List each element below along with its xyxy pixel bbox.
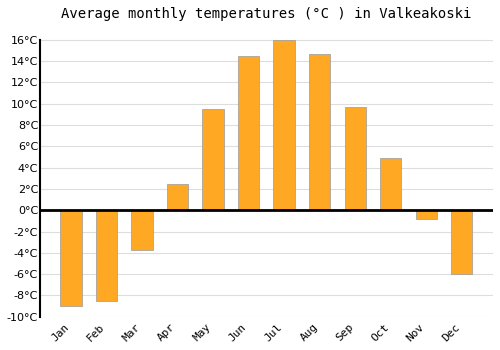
- Bar: [309, 54, 330, 210]
- Title: Average monthly temperatures (°C ) in Valkeakoski: Average monthly temperatures (°C ) in Va…: [61, 7, 472, 21]
- Bar: [96, 210, 117, 301]
- Bar: [132, 210, 152, 250]
- Bar: [380, 158, 402, 210]
- Bar: [202, 109, 224, 210]
- Bar: [60, 210, 82, 306]
- Bar: [274, 40, 295, 210]
- Bar: [238, 56, 259, 210]
- Bar: [451, 210, 472, 274]
- Bar: [167, 184, 188, 210]
- Bar: [344, 107, 366, 210]
- Bar: [416, 210, 437, 219]
